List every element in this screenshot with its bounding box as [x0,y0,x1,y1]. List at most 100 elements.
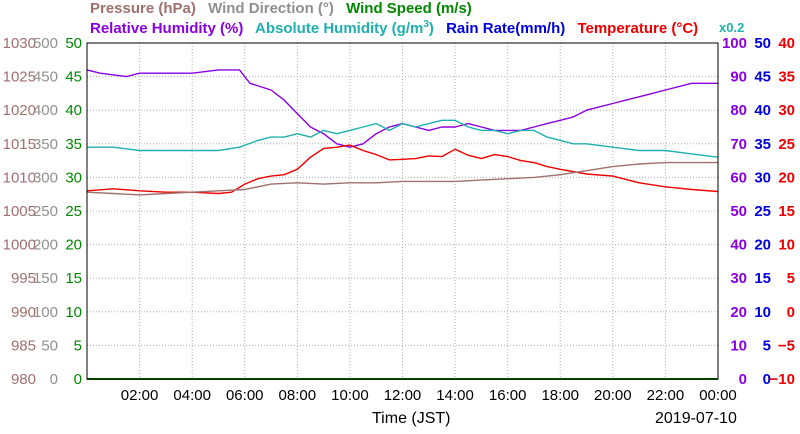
x-tick-label: 16:00 [489,387,527,404]
y-tick-label-relative-humidity: 70 [730,136,747,153]
y-tick-label-relative-humidity: 20 [730,304,747,321]
y-tick-label-temperature: 0 [787,304,795,321]
y-tick-label-temperature: 15 [778,203,795,220]
legend-temperature: Temperature (°C) [577,20,699,37]
y-tick-label-rain-rate: 20 [754,237,771,254]
legend-absolute-humidity: Absolute Humidity (g/m3) [255,19,434,37]
x-tick-label: 02:00 [121,387,159,404]
y-tick-label-temperature: 5 [787,270,795,287]
y-tick-label-pressure: 1005 [3,203,36,220]
y-tick-label-temperature: −5 [778,337,795,354]
y-tick-label-rain-rate: 45 [754,69,771,86]
legend-wind-direction: Wind Direction (°) [208,0,334,17]
series-line-relative-humidity [86,69,718,148]
y-tick-label-rain-rate: 30 [754,169,771,186]
y-tick-label-relative-humidity: 100 [722,35,747,52]
y-tick-label-temperature: 20 [778,169,795,186]
y-tick-label-pressure: 1020 [3,102,36,119]
chart-series [86,69,719,380]
date-label: 2019-07-10 [655,410,737,427]
x-tick-label: 06:00 [226,387,264,404]
y-tick-label-relative-humidity: 50 [730,203,747,220]
legend-pressure: Pressure (hPa) [90,0,196,17]
y-tick-label-wind-speed: 50 [65,35,82,52]
y-tick-label-pressure: 1000 [3,237,36,254]
y-tick-label-rain-rate: 35 [754,136,771,153]
y-tick-label-temperature: −10 [770,371,795,388]
y-tick-label-pressure: 985 [11,337,36,354]
y-tick-label-wind-direction: 200 [33,237,58,254]
y-tick-label-pressure: 995 [11,270,36,287]
y-tick-label-pressure: 1010 [3,169,36,186]
y-tick-label-temperature: 40 [778,35,795,52]
y-tick-label-pressure: 1025 [3,69,36,86]
y-tick-label-pressure: 1015 [3,136,36,153]
y-tick-label-relative-humidity: 0 [739,371,747,388]
x-tick-label: 20:00 [594,387,632,404]
legend-rain-rate: Rain Rate(mm/h) [446,20,566,37]
y-tick-label-pressure: 1030 [3,35,36,52]
y-tick-label-relative-humidity: 80 [730,102,747,119]
series-line-pressure [86,161,718,196]
y-tick-label-wind-speed: 20 [65,237,82,254]
y-tick-label-temperature: 35 [778,69,795,86]
legend-absolute-humidity-text: Absolute Humidity (g/m [255,20,424,37]
plot-frame [86,42,719,380]
y-tick-label-wind-speed: 5 [74,337,82,354]
y-tick-label-wind-speed: 45 [65,69,82,86]
x-tick-label: 04:00 [173,387,211,404]
y-tick-label-rain-rate: 50 [754,35,771,52]
y-tick-label-relative-humidity: 90 [730,69,747,86]
y-tick-label-wind-speed: 15 [65,270,82,287]
x-axis-title: Time (JST) [372,410,451,427]
y-tick-label-wind-speed: 0 [74,371,82,388]
legend-absolute-humidity-close: ) [428,20,434,37]
x-tick-label: 08:00 [279,387,317,404]
y-tick-label-rain-rate: 40 [754,102,771,119]
y-tick-label-wind-direction: 500 [33,35,58,52]
y-tick-label-relative-humidity: 60 [730,169,747,186]
y-tick-label-wind-direction: 300 [33,169,58,186]
legend-row-top: Pressure (hPa) Wind Direction (°) Wind S… [90,0,480,17]
y-tick-label-pressure: 990 [11,304,36,321]
y-tick-label-wind-direction: 150 [33,270,58,287]
axis-tick-labels: 1030102510201015101010051000995990985980… [3,35,795,404]
chart-grid [87,43,718,379]
y-tick-label-wind-speed: 10 [65,304,82,321]
y-tick-label-wind-direction: 0 [50,371,58,388]
y-tick-label-relative-humidity: 40 [730,237,747,254]
scale-note: x0.2 [719,20,745,35]
y-tick-label-wind-direction: 250 [33,203,58,220]
y-tick-label-relative-humidity: 10 [730,337,747,354]
x-tick-label: 18:00 [541,387,579,404]
y-tick-label-rain-rate: 25 [754,203,771,220]
y-tick-label-wind-speed: 40 [65,102,82,119]
series-line-temperature [86,144,719,195]
y-tick-label-wind-direction: 350 [33,136,58,153]
y-tick-label-wind-speed: 25 [65,203,82,220]
y-tick-label-wind-direction: 400 [33,102,58,119]
y-tick-label-wind-direction: 50 [41,337,58,354]
y-tick-label-rain-rate: 10 [754,304,771,321]
y-tick-label-pressure: 980 [11,371,36,388]
y-tick-label-rain-rate: 0 [763,371,771,388]
legend-relative-humidity: Relative Humidity (%) [90,20,244,37]
y-tick-label-temperature: 25 [778,136,795,153]
y-tick-label-rain-rate: 15 [754,270,771,287]
y-tick-label-wind-direction: 450 [33,69,58,86]
x-tick-label: 22:00 [647,387,685,404]
y-tick-label-wind-direction: 100 [33,304,58,321]
x-tick-label: 00:00 [699,387,737,404]
series-line-absolute-humidity [87,119,719,158]
y-tick-label-wind-speed: 35 [65,136,82,153]
y-tick-label-temperature: 30 [778,102,795,119]
legend-wind-speed: Wind Speed (m/s) [346,0,472,17]
y-tick-label-rain-rate: 5 [763,337,771,354]
legend-absolute-humidity-sup: 3 [423,19,429,30]
x-tick-label: 10:00 [331,387,369,404]
y-tick-label-relative-humidity: 30 [730,270,747,287]
y-tick-label-temperature: 10 [778,237,795,254]
x-tick-label: 14:00 [436,387,474,404]
legend-row-bottom: Relative Humidity (%) Absolute Humidity … [90,19,706,37]
